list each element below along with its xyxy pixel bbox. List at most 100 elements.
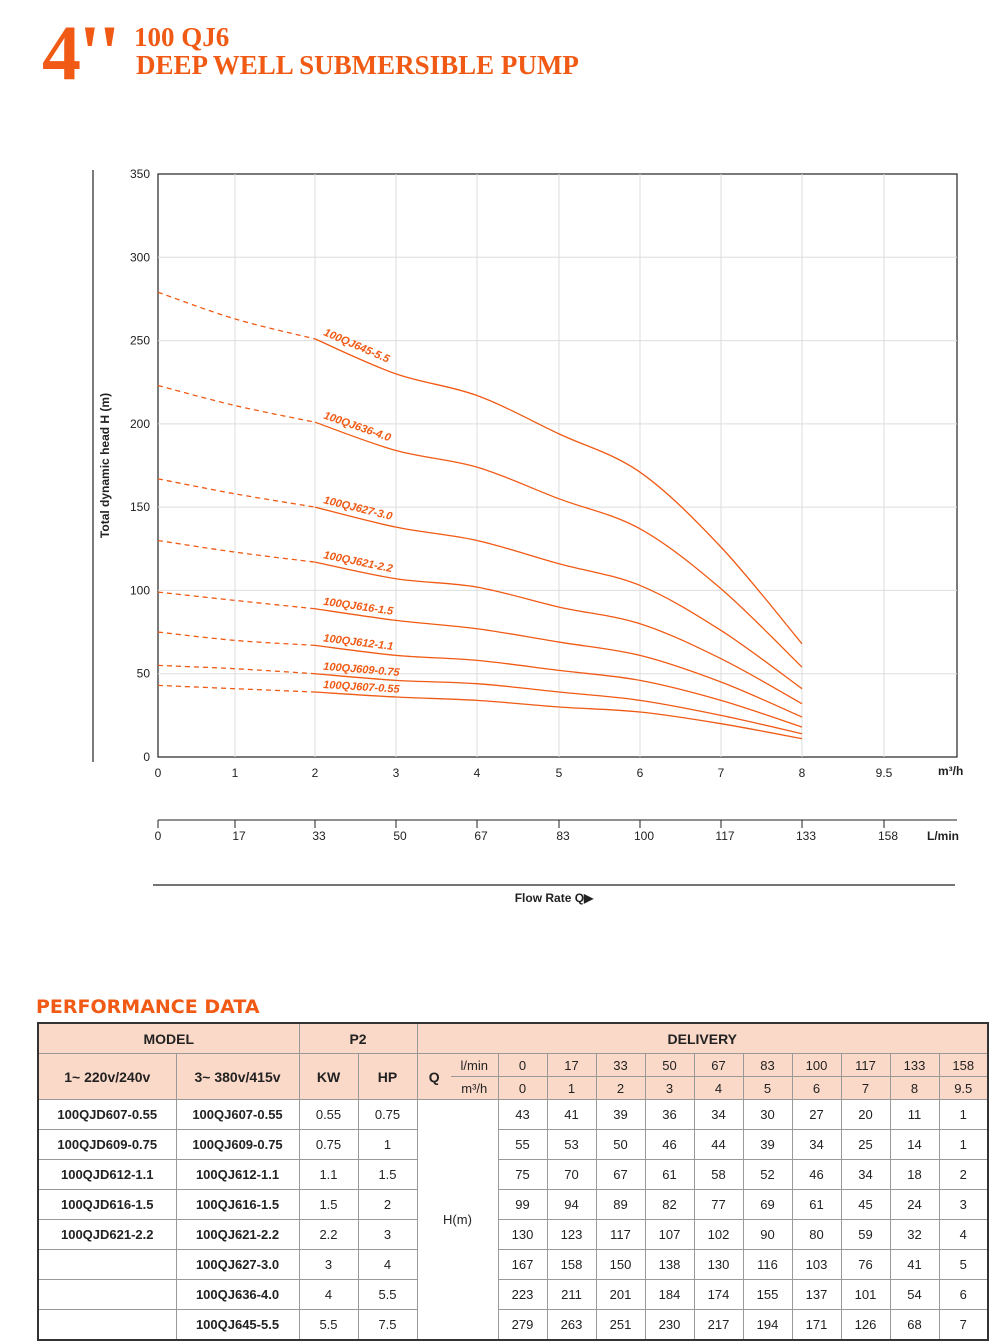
head-value: 103 [791, 1249, 842, 1280]
head-value: 67 [595, 1159, 646, 1190]
plot-frame [157, 173, 958, 758]
head-value: 90 [742, 1219, 793, 1250]
y-tick-label: 100 [130, 583, 150, 597]
head-value: 41 [546, 1099, 597, 1130]
lmin-value: 33 [595, 1053, 646, 1077]
curve-dashed-segment [157, 591, 316, 610]
size-label: 4'' [42, 9, 120, 96]
head-value: 53 [546, 1129, 597, 1160]
head-value: 80 [791, 1219, 842, 1250]
three-phase-model: 100QJ621-2.2 [175, 1219, 300, 1250]
head-value: 24 [889, 1189, 940, 1220]
head-value: 171 [791, 1309, 842, 1341]
curve-dashed-segment [157, 664, 316, 675]
x-tick-label: 2 [312, 766, 319, 780]
m3h-value: 6 [791, 1076, 842, 1100]
curve-dashed-segment [157, 478, 316, 508]
hp-value: 1.5 [357, 1159, 418, 1190]
x2-tick-label: 83 [556, 829, 570, 843]
m3h-value: 3 [644, 1076, 695, 1100]
three-phase-model: 100QJ636-4.0 [175, 1279, 300, 1310]
m3h-value: 2 [595, 1076, 646, 1100]
x-tick-label: 6 [637, 766, 644, 780]
curve-100QJ636-4.0 [314, 421, 803, 668]
head-value: 4 [938, 1219, 989, 1250]
head-value: 130 [497, 1219, 548, 1250]
lmin-value: 17 [546, 1053, 597, 1077]
single-phase-model: 100QJD607-0.55 [37, 1099, 177, 1130]
head-value: 39 [595, 1099, 646, 1130]
x2-tick-label: 33 [312, 829, 326, 843]
three-phase-model: 100QJ627-3.0 [175, 1249, 300, 1280]
m3h-header: m³/h [451, 1076, 499, 1100]
head-value: 46 [791, 1159, 842, 1190]
single-phase-model [37, 1309, 177, 1341]
curve-100QJ645-5.5 [314, 338, 803, 645]
head-value: 30 [742, 1099, 793, 1130]
head-value: 6 [938, 1279, 989, 1310]
page-title: DEEP WELL SUBMERSIBLE PUMP [136, 50, 579, 80]
m3h-value: 0 [497, 1076, 548, 1100]
head-value: 76 [840, 1249, 891, 1280]
head-value: 34 [840, 1159, 891, 1190]
head-value: 50 [595, 1129, 646, 1160]
head-value: 3 [938, 1189, 989, 1220]
head-value: 25 [840, 1129, 891, 1160]
x2-tick-label: 67 [474, 829, 488, 843]
curve-label: 100QJ616-1.5 [323, 596, 395, 618]
x2-tick-label: 158 [878, 829, 898, 843]
head-value: 101 [840, 1279, 891, 1310]
head-value: 223 [497, 1279, 548, 1310]
head-value: 116 [742, 1249, 793, 1280]
head-value: 2 [938, 1159, 989, 1190]
head-value: 61 [791, 1189, 842, 1220]
three-phase-model: 100QJ609-0.75 [175, 1129, 300, 1160]
performance-title: PERFORMANCE DATA [36, 996, 260, 1018]
x-unit-label: m³/h [938, 764, 963, 778]
y-tick-label: 300 [130, 250, 150, 264]
head-value: 18 [889, 1159, 940, 1190]
head-value: 94 [546, 1189, 597, 1220]
head-value: 46 [644, 1129, 695, 1160]
x2-tick-label: 133 [796, 829, 816, 843]
head-value: 11 [889, 1099, 940, 1130]
table-row: 100QJ636-4.0 4 5.5 223 211 201 184 174 155 137 101… [37, 1279, 989, 1310]
lmin-value: 50 [644, 1053, 695, 1077]
kw-value: 4 [298, 1279, 359, 1310]
kw-value: 0.75 [298, 1129, 359, 1160]
head-value: 251 [595, 1309, 646, 1341]
x-axis-label: Flow Rate Q▶ [515, 891, 594, 905]
delivery-header: DELIVERY [416, 1022, 989, 1054]
head-value: 194 [742, 1309, 793, 1341]
head-value: 184 [644, 1279, 695, 1310]
single-phase-model [37, 1249, 177, 1280]
table-row: 100QJD616-1.5 100QJ616-1.5 1.5 2 99 94 89 82 77 6… [37, 1189, 989, 1220]
head-value: 45 [840, 1189, 891, 1220]
head-value: 68 [889, 1309, 940, 1341]
kw-value: 2.2 [298, 1219, 359, 1250]
curve-dashed-segment [157, 291, 316, 340]
curve-dashed-segment [157, 631, 316, 647]
head-value: 99 [497, 1189, 548, 1220]
y-tick-label: 50 [137, 667, 151, 681]
kw-value: 5.5 [298, 1309, 359, 1341]
single-phase-header: 1~ 220v/240v [37, 1053, 177, 1100]
table-row: 100QJ627-3.0 3 4 167 158 150 138 130 116 103 76 41 5 [37, 1249, 989, 1280]
table-row: 100QJD609-0.75 100QJ609-0.75 0.75 1 55 53 50 46… [37, 1129, 989, 1160]
hp-header: HP [357, 1053, 418, 1100]
head-value: 54 [889, 1279, 940, 1310]
curve-label: 100QJ609-0.75 [323, 661, 401, 679]
y-tick-label: 150 [130, 500, 150, 514]
head-value: 69 [742, 1189, 793, 1220]
head-value: 201 [595, 1279, 646, 1310]
x-tick-label: 8 [799, 766, 806, 780]
y-tick-label: 350 [130, 167, 150, 181]
kw-value: 3 [298, 1249, 359, 1280]
three-phase-header: 3~ 380v/415v [175, 1053, 300, 1100]
p2-header: P2 [298, 1022, 418, 1054]
hp-value: 4 [357, 1249, 418, 1280]
m3h-value: 1 [546, 1076, 597, 1100]
head-value: 126 [840, 1309, 891, 1341]
curve-dashed-segment [157, 684, 316, 693]
single-phase-model: 100QJD612-1.1 [37, 1159, 177, 1190]
